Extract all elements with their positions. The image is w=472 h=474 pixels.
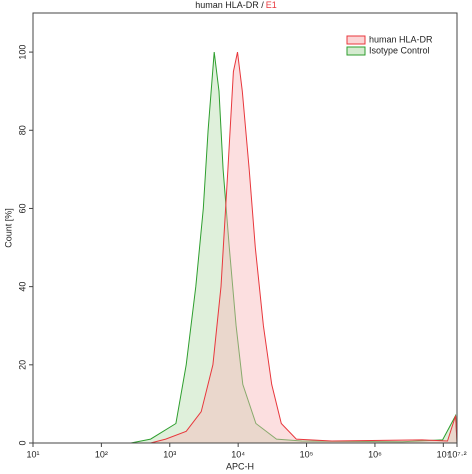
y-tick-label: 40 [17,282,27,292]
x-tick-label: 10⁴ [231,449,245,459]
title-text: human HLA-DR / [195,0,264,10]
x-tick-label: 10⁷·² [447,449,466,459]
series-line [33,52,458,444]
legend-swatch [346,35,366,45]
x-tick-label: 10¹ [26,449,39,459]
chart-title: human HLA-DR / E1 [195,0,277,10]
x-tick-label: 10³ [163,449,176,459]
x-axis-label: APC-H [226,461,254,471]
x-tick-label: 10² [95,449,108,459]
y-tick-label: 60 [17,203,27,213]
legend-swatch [346,46,366,56]
y-tick-label: 80 [17,125,27,135]
y-tick-label: 0 [17,440,27,445]
plot-frame [32,12,458,444]
x-tick-label: 10⁷ [437,449,450,459]
series-line [33,51,458,444]
y-tick-label: 100 [17,45,27,60]
sample-name: E1 [266,0,277,10]
series-area [33,52,457,443]
legend-label: human HLA-DR [369,34,433,44]
legend-label: Isotype Control [369,45,430,55]
y-axis-label: Count [%] [3,208,13,248]
x-tick-label: 10⁶ [368,449,382,459]
x-tick-label: 10⁵ [300,449,314,459]
y-tick-label: 20 [17,360,27,370]
